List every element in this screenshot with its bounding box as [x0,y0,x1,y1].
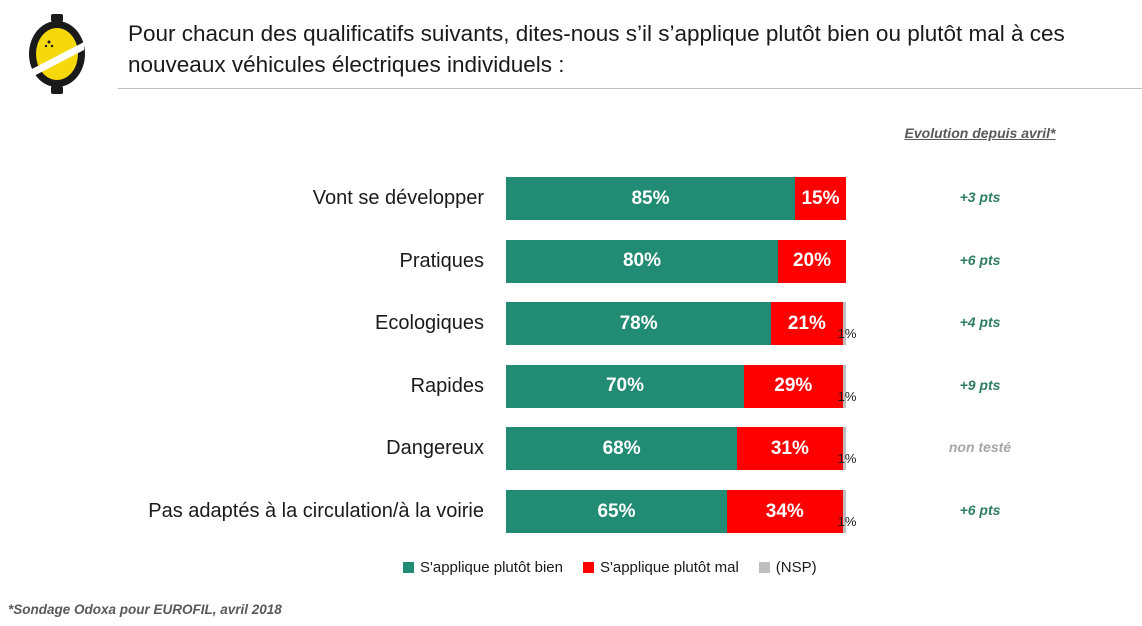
page-title: Pour chacun des qualificatifs suivants, … [128,21,1065,77]
evolution-value: +6 pts [959,251,1001,268]
bar-segment-nsp [842,364,846,408]
bar-segment-bien: 78% [506,302,772,346]
bar-segment-bien: 68% [506,427,738,471]
evolution-value: +4 pts [959,314,1001,331]
bar-segment-bien: 65% [506,490,727,533]
nsp-value-label: 1% [837,388,857,404]
bar-segment-bien: 85% [506,177,795,220]
legend-label-bien: S'applique plutôt bien [420,559,563,576]
evolution-value: +6 pts [959,502,1001,518]
category-label: Vont se développer [312,187,484,209]
nsp-value-label: 1% [837,451,857,467]
footnote: *Sondage Odoxa pour EUROFIL, avril 2018 [8,602,282,617]
nsp-value-label: 1% [837,326,857,342]
chart-legend: S'applique plutôt bien S'applique plutôt… [403,559,837,576]
bar-segment-bien: 70% [506,364,744,408]
category-label: Ecologiques [375,312,484,335]
bar-segment-nsp [842,302,846,346]
evolution-value: +3 pts [959,189,1001,205]
bar-segment-mal: 21% [771,302,843,346]
legend-swatch-mal [582,562,594,573]
legend-swatch-nsp [758,562,770,573]
legend-item-mal: S'applique plutôt mal [582,559,739,576]
evolution-value: non testé [948,439,1012,456]
legend-label-nsp: (NSP) [775,559,817,576]
category-label: Pratiques [399,249,485,272]
bar-segment-nsp [842,427,846,471]
legend-label-mal: S'applique plutôt mal [599,559,739,576]
legend-item-nsp: (NSP) [758,559,817,576]
bar-segment-mal: 29% [744,364,843,408]
bar-segment-mal: 15% [795,177,846,220]
legend-swatch-bien [403,562,414,573]
evolution-value: +9 pts [959,376,1001,393]
category-label: Pas adaptés à la circulation/à la voirie [148,500,484,522]
category-label: Dangereux [386,437,484,460]
category-label: Rapides [410,374,484,397]
legend-item-bien: S'applique plutôt bien [403,559,563,576]
bar-segment-nsp [842,490,846,533]
nsp-value-label: 1% [837,514,857,529]
odoxa-logo-icon [29,14,85,94]
evolution-header: Evolution depuis avril* [904,125,1056,141]
bar-segment-mal: 34% [727,490,843,533]
bar-segment-mal: 31% [737,427,843,471]
bar-segment-mal: 20% [778,239,846,283]
title-divider [118,88,1142,89]
bar-segment-bien: 80% [506,239,778,283]
